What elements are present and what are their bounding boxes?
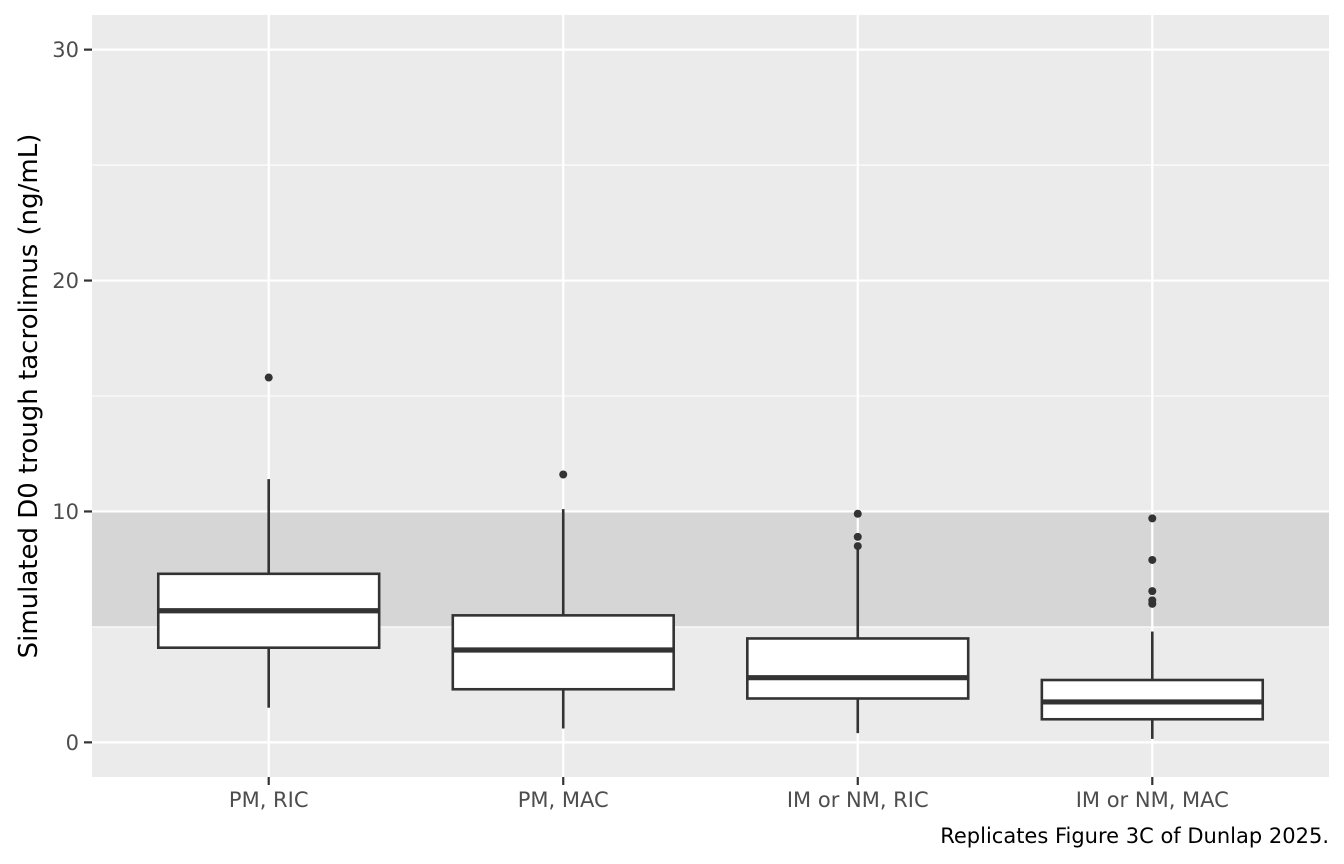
outlier-point: [1148, 555, 1157, 564]
x-tick-label: IM or NM, RIC: [787, 788, 929, 812]
outlier-point: [1148, 596, 1157, 605]
x-tick-label: PM, RIC: [229, 788, 309, 812]
outlier-point: [853, 532, 862, 541]
outlier-point: [559, 470, 568, 479]
outlier-point: [264, 373, 273, 382]
y-tick-label: 30: [52, 38, 79, 62]
x-tick-label: PM, MAC: [518, 788, 609, 812]
y-axis-title: Simulated D0 trough tacrolimus (ng/mL): [14, 134, 44, 659]
box-group: [451, 470, 675, 729]
chart-caption: Replicates Figure 3C of Dunlap 2025.: [940, 824, 1329, 848]
y-tick-label: 0: [66, 731, 79, 755]
outlier-point: [1148, 587, 1157, 596]
y-tick-label: 10: [52, 500, 79, 524]
box-group: [746, 509, 970, 734]
outlier-point: [853, 509, 862, 518]
y-tick-label: 20: [52, 269, 79, 293]
box-group: [1040, 514, 1265, 739]
x-tick-label: IM or NM, MAC: [1076, 788, 1229, 812]
outlier-point: [1148, 514, 1157, 523]
outlier-point: [853, 542, 862, 551]
box-group: [156, 373, 381, 708]
axes: 0 10 20 30 PM, RIC PM, MAC IM or NM, RIC IM or …: [52, 38, 1229, 812]
boxes: [156, 373, 1265, 739]
box-iqr: [746, 637, 970, 700]
